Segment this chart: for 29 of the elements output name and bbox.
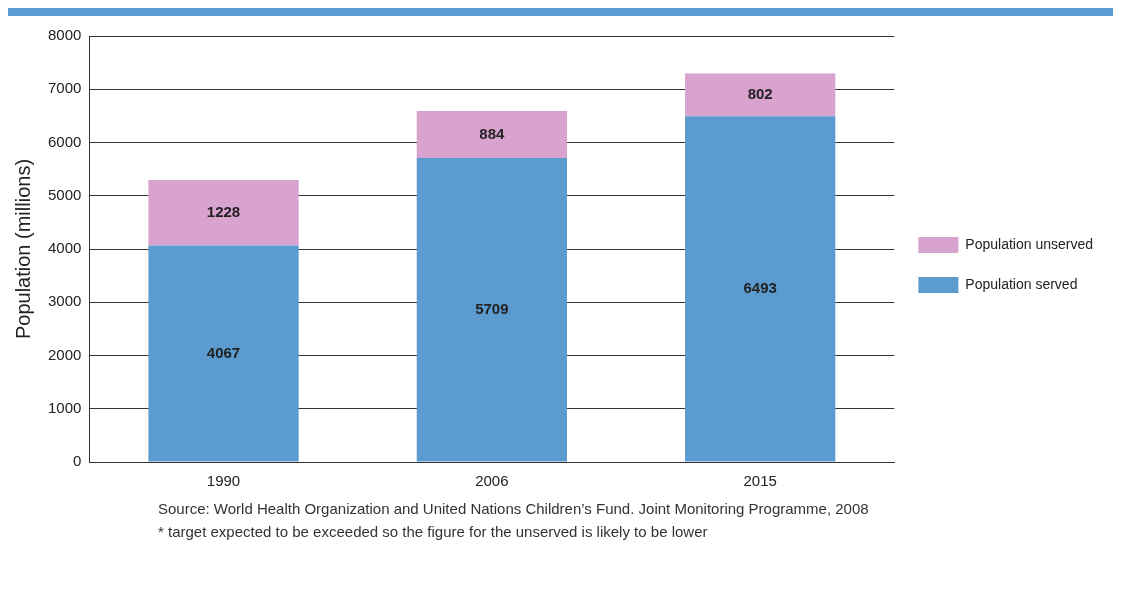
bar	[148, 180, 299, 246]
y-tick-label: 4000	[47, 239, 82, 257]
y-tick-label: 6000	[47, 132, 82, 150]
bar	[416, 158, 567, 462]
data-label: 802	[747, 85, 773, 103]
bar	[685, 73, 836, 117]
data-label: 884	[479, 124, 506, 142]
y-tick-label: 2000	[47, 345, 82, 363]
text: * target expected to be exceeded so the figure for the unserved is likely to be lower	[158, 523, 709, 540]
data-label: 1228	[206, 202, 241, 220]
legend-label: Population unserved	[965, 235, 1094, 252]
y-axis-title: Population (millions)	[11, 158, 34, 340]
x-tick-label: 2015	[743, 472, 777, 490]
data-label: 4067	[206, 343, 241, 361]
x-tick-label: 2006	[475, 472, 509, 490]
bar	[685, 116, 836, 462]
y-tick-label: 7000	[47, 79, 82, 97]
legend-label: Population served	[965, 275, 1078, 292]
y-tick-label: 0	[73, 452, 82, 470]
data-label: 5709	[475, 299, 509, 317]
y-tick-label: 1000	[47, 398, 82, 416]
bar	[416, 110, 567, 158]
bar	[148, 245, 299, 462]
y-tick-label: 8000	[47, 26, 82, 44]
source-note: Source: World Health Organization and United Nations Children’s Fund. Joint Monitoring Programme, 2008	[158, 500, 870, 517]
x-tick-label: 1990	[206, 472, 241, 490]
y-tick-label: 3000	[47, 292, 82, 310]
y-tick-label: 5000	[47, 185, 82, 203]
data-label: 6493	[743, 279, 777, 297]
